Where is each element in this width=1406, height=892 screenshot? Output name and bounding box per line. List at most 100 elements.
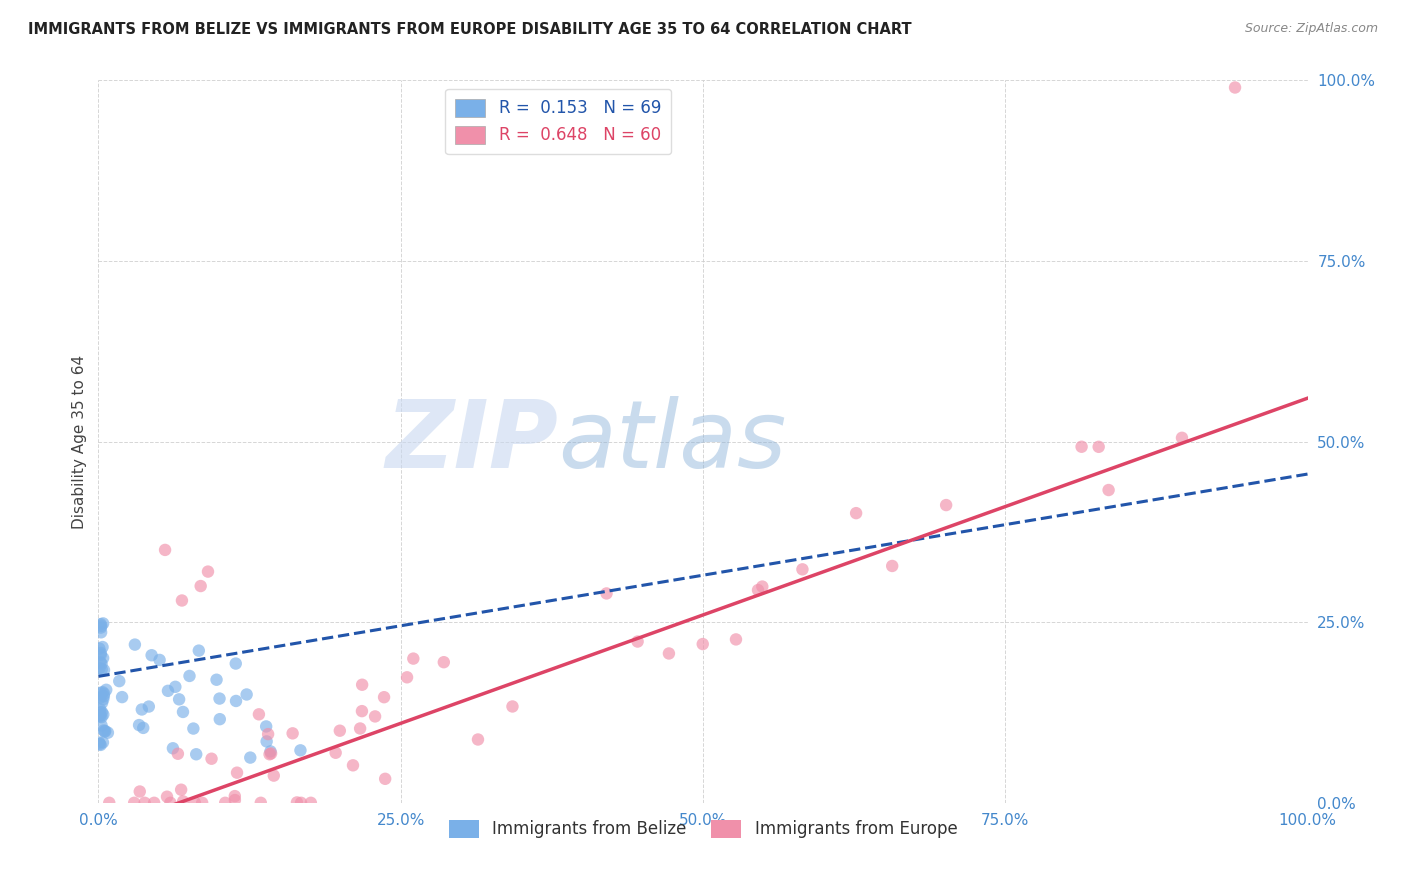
Point	[90, 662, 112, 676]
Point	[90, 619, 112, 633]
Point	[792, 562, 814, 576]
Point	[128, 718, 150, 732]
Point	[156, 789, 179, 804]
Point	[249, 796, 271, 810]
Point	[263, 769, 285, 783]
Point	[224, 789, 246, 803]
Point	[132, 721, 155, 735]
Point	[257, 727, 280, 741]
Point	[225, 657, 247, 671]
Point	[153, 542, 176, 557]
Point	[90, 625, 112, 640]
Point	[89, 737, 111, 751]
Point	[91, 640, 114, 654]
Point	[90, 738, 112, 752]
Point	[90, 718, 112, 732]
Point	[352, 678, 374, 692]
Point	[259, 744, 281, 758]
Point	[208, 712, 231, 726]
Point	[89, 706, 111, 720]
Point	[89, 708, 111, 723]
Point	[281, 726, 304, 740]
Point	[91, 707, 114, 722]
Point	[138, 699, 160, 714]
Point	[197, 565, 219, 579]
Y-axis label: Disability Age 35 to 64: Disability Age 35 to 64	[72, 354, 87, 529]
Text: ZIP: ZIP	[385, 395, 558, 488]
Point	[259, 747, 281, 762]
Point	[93, 724, 115, 739]
Point	[93, 690, 115, 704]
Point	[1070, 440, 1092, 454]
Text: atlas: atlas	[558, 396, 786, 487]
Point	[626, 634, 648, 648]
Point	[1097, 483, 1119, 497]
Point	[350, 704, 373, 718]
Point	[90, 686, 112, 700]
Point	[170, 782, 193, 797]
Point	[94, 724, 117, 739]
Point	[658, 647, 681, 661]
Point	[170, 593, 193, 607]
Point	[225, 694, 247, 708]
Point	[186, 747, 208, 762]
Point	[90, 617, 112, 632]
Point	[143, 796, 166, 810]
Point	[89, 702, 111, 716]
Point	[93, 663, 115, 677]
Legend: Immigrants from Belize, Immigrants from Europe: Immigrants from Belize, Immigrants from …	[441, 813, 965, 845]
Point	[433, 655, 456, 669]
Point	[467, 732, 489, 747]
Point	[90, 657, 112, 671]
Point	[214, 796, 236, 810]
Point	[191, 796, 214, 810]
Point	[90, 621, 112, 635]
Point	[290, 796, 312, 810]
Point	[205, 673, 228, 687]
Point	[156, 683, 179, 698]
Point	[751, 580, 773, 594]
Point	[364, 709, 387, 723]
Point	[595, 586, 617, 600]
Point	[845, 506, 868, 520]
Point	[247, 707, 270, 722]
Point	[91, 735, 114, 749]
Point	[396, 670, 419, 684]
Point	[501, 699, 523, 714]
Point	[299, 796, 322, 810]
Point	[165, 680, 187, 694]
Point	[224, 793, 246, 807]
Point	[373, 690, 395, 705]
Point	[89, 709, 111, 723]
Point	[226, 765, 249, 780]
Point	[89, 661, 111, 675]
Point	[162, 741, 184, 756]
Point	[90, 646, 112, 660]
Point	[97, 725, 120, 739]
Point	[1171, 431, 1194, 445]
Point	[882, 558, 904, 573]
Point	[91, 616, 114, 631]
Point	[89, 655, 111, 669]
Point	[256, 734, 278, 748]
Point	[239, 750, 262, 764]
Point	[87, 708, 110, 723]
Point	[200, 752, 222, 766]
Point	[260, 747, 283, 761]
Point	[285, 796, 308, 810]
Point	[91, 696, 114, 710]
Point	[90, 648, 112, 662]
Point	[89, 690, 111, 705]
Point	[374, 772, 396, 786]
Point	[91, 685, 114, 699]
Point	[235, 688, 257, 702]
Point	[91, 651, 114, 665]
Point	[342, 758, 364, 772]
Point	[172, 794, 194, 808]
Point	[141, 648, 163, 663]
Point	[167, 692, 190, 706]
Point	[208, 691, 231, 706]
Point	[1223, 80, 1246, 95]
Point	[96, 682, 118, 697]
Text: Source: ZipAtlas.com: Source: ZipAtlas.com	[1244, 22, 1378, 36]
